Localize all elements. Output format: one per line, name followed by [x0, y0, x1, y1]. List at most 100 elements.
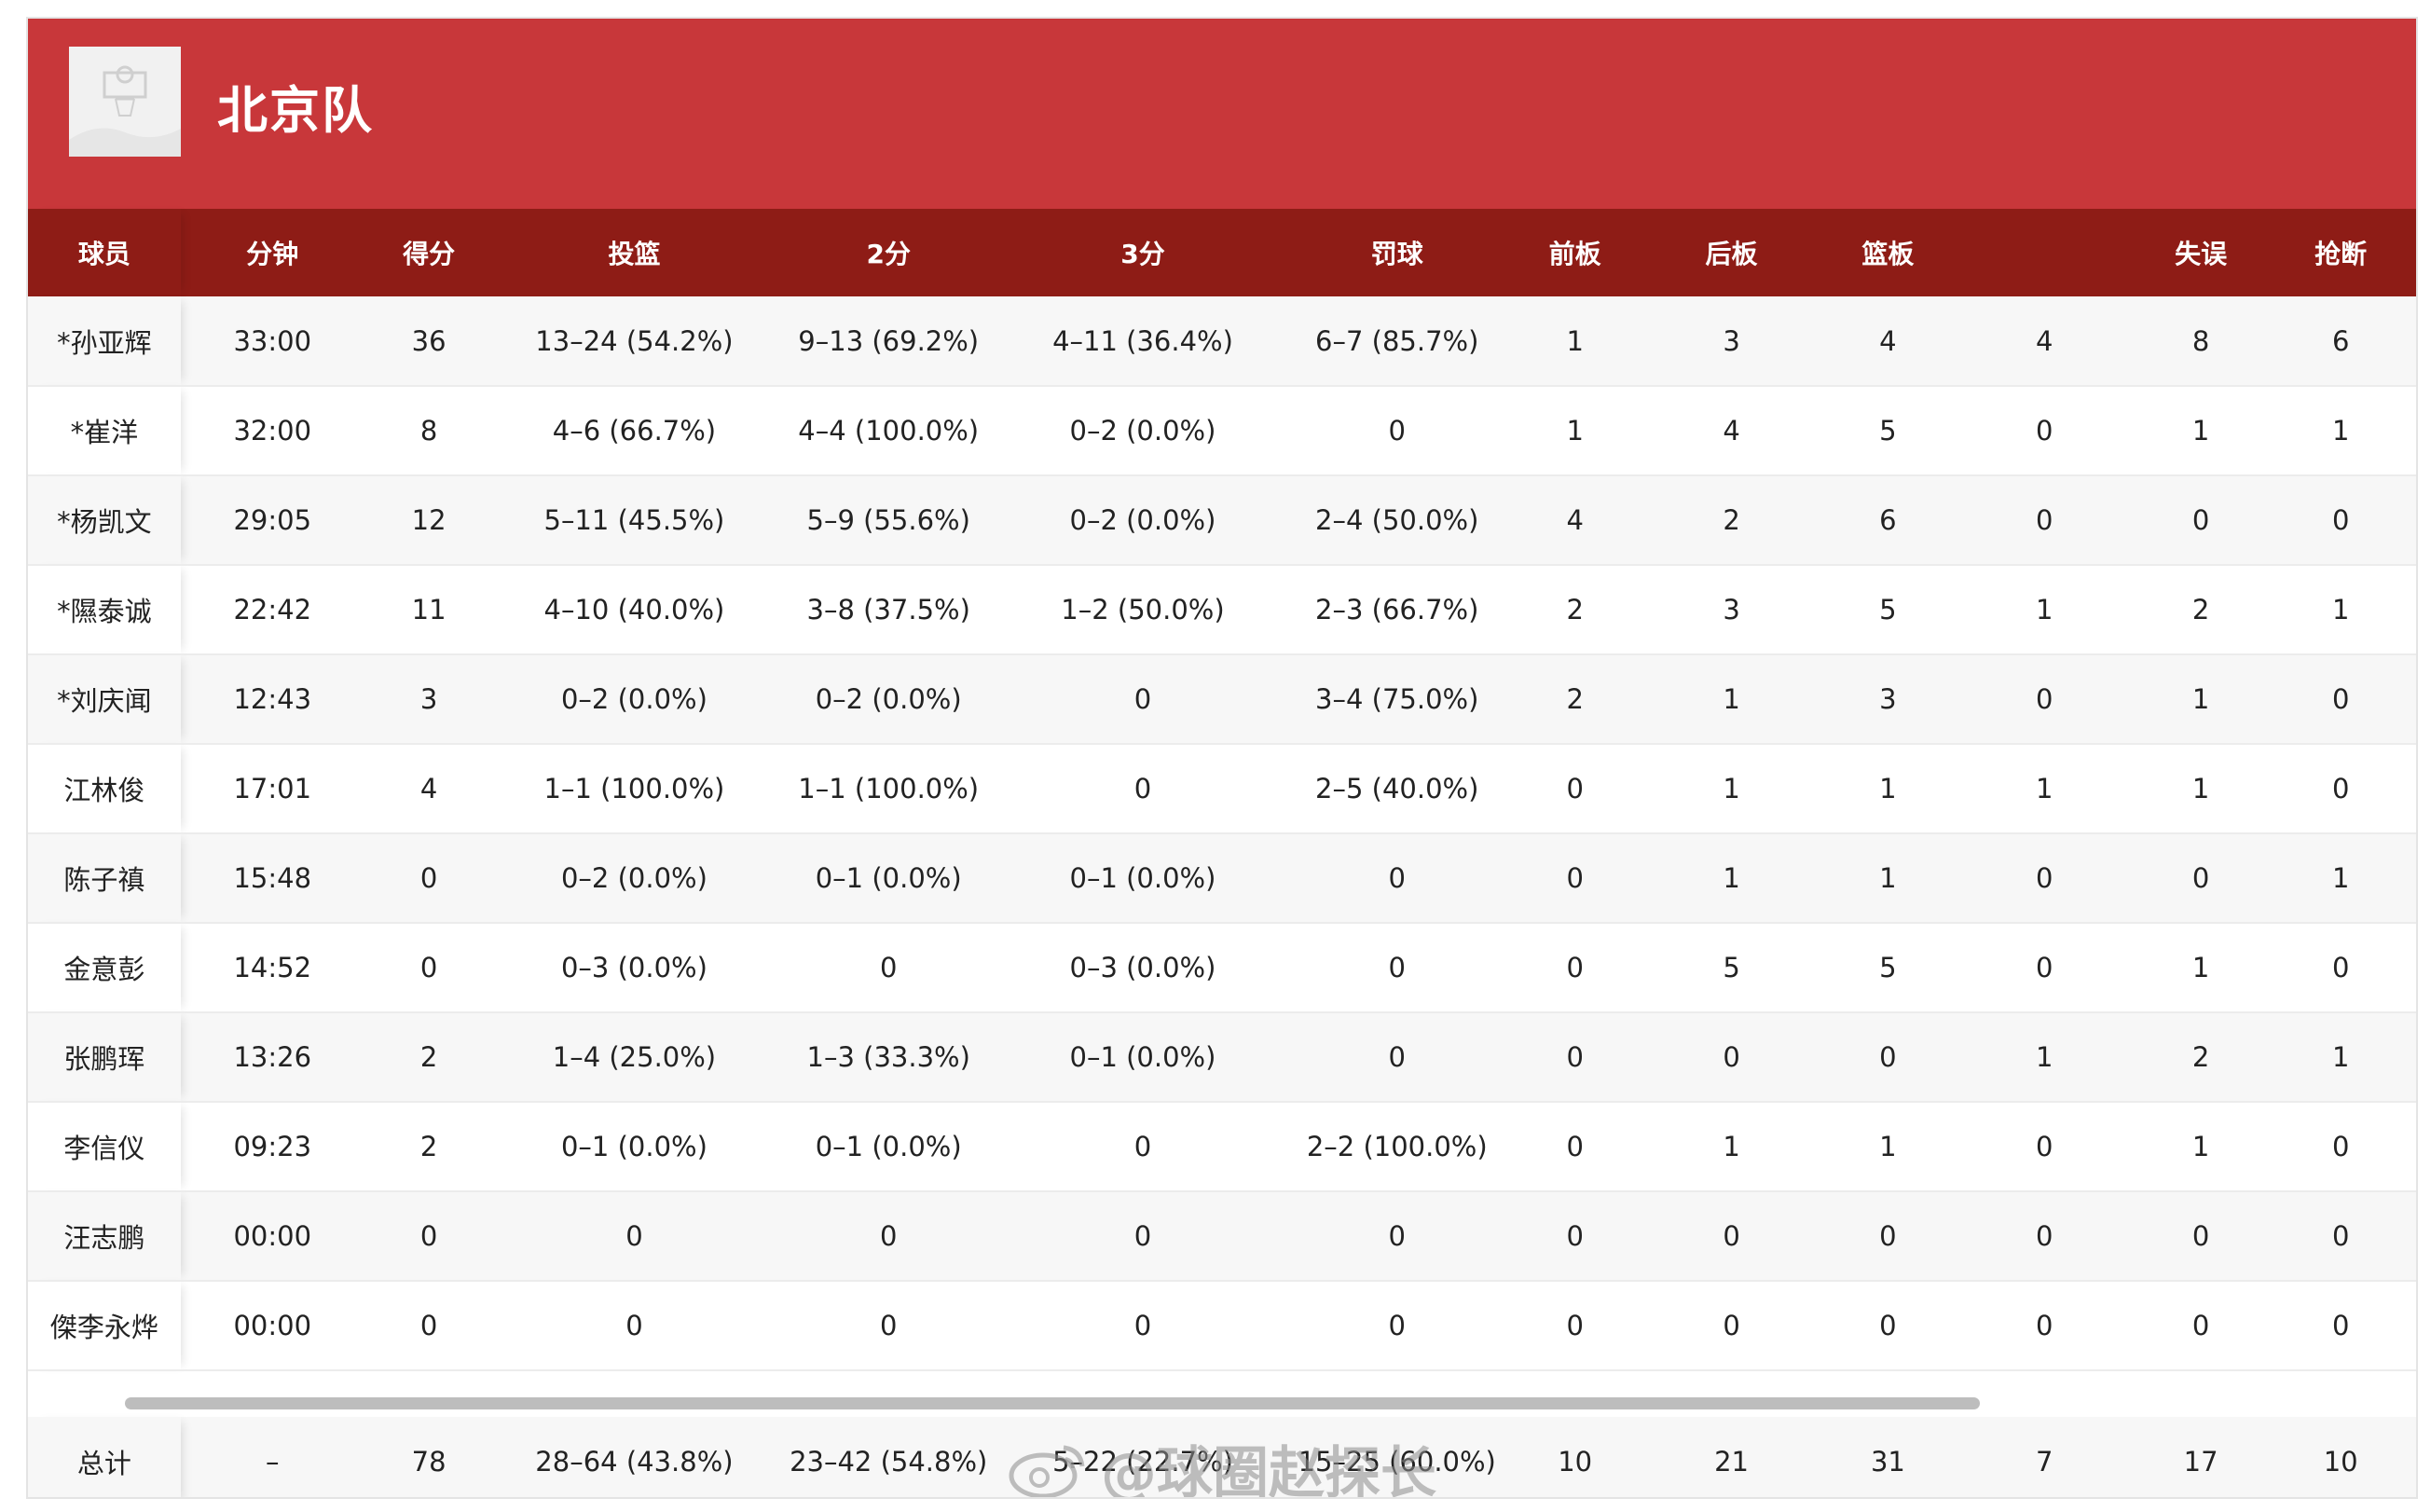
totals-cell: 31: [1870, 1445, 1905, 1478]
stat-cell: 4: [1723, 415, 1740, 447]
stat-cell: 0: [1879, 1310, 1897, 1341]
stat-cell: 1: [1879, 773, 1897, 804]
stat-cell: 0: [1879, 1041, 1897, 1073]
column-header-11: 失误: [2175, 239, 2228, 269]
stat-cell: 0: [2191, 1310, 2210, 1341]
stat-cell: 2: [1566, 594, 1584, 625]
stat-cell: 3: [1723, 594, 1740, 625]
table-row: *隰泰诚 22:42 11 4–10 (40.0%) 3–8 (37.5%) 1–2 (5…: [28, 565, 2416, 654]
stat-cell: 4–11 (36.4%): [1052, 324, 1233, 357]
stat-cell: 1–3 (33.3%): [806, 1041, 970, 1073]
stat-cell: 1: [2191, 1131, 2210, 1162]
stat-cell: 33:00: [233, 324, 312, 357]
stat-cell: 2–3 (66.7%): [1315, 594, 1479, 625]
stat-cell: 2: [1723, 504, 1740, 536]
stat-cell: 0: [1566, 773, 1584, 804]
totals-cell: 7: [2036, 1445, 2053, 1478]
totals-row: 总计 – 78 28–64 (43.8%) 23–42 (54.8%) 5–22 (22.…: [28, 1417, 2416, 1497]
totals-cell: 21: [1714, 1445, 1749, 1478]
horizontal-scrollbar[interactable]: [28, 1389, 2416, 1417]
stat-cell: 0: [419, 952, 438, 983]
stat-cell: 0: [1133, 1220, 1152, 1252]
table-row: 陈子禛 15:48 0 0–2 (0.0%) 0–1 (0.0%) 0–1 (0.0%) 0…: [28, 833, 2416, 923]
stat-cell: 1: [2036, 1041, 2053, 1073]
column-header-5: 3分: [1120, 239, 1165, 269]
stat-cell: 0: [419, 1310, 438, 1341]
stat-cell: 3: [1723, 324, 1740, 357]
column-header-4: 2分: [866, 239, 911, 269]
totals-cell: –: [266, 1445, 280, 1478]
stat-cell: 4–6 (66.7%): [552, 415, 717, 447]
column-header-9: 篮板: [1861, 239, 1915, 269]
stat-cell: 0–2 (0.0%): [560, 862, 707, 894]
table-row: *杨凯文 29:05 12 5–11 (45.5%) 5–9 (55.6%) 0–2 (0…: [28, 475, 2416, 565]
stat-cell: 0–3 (0.0%): [1069, 952, 1216, 983]
stat-cell: 1: [2036, 773, 2053, 804]
stat-cell: 09:23: [233, 1131, 312, 1162]
stat-cell: 0: [1566, 1310, 1584, 1341]
stat-cell: 2: [2191, 594, 2210, 625]
stat-cell: 0: [1723, 1310, 1740, 1341]
stat-cell: 0: [1723, 1041, 1740, 1073]
stat-cell: 3: [419, 683, 438, 715]
stat-cell: 6: [2331, 324, 2350, 357]
stat-cell: 1: [2331, 594, 2350, 625]
stat-cell: 5: [1723, 952, 1740, 983]
player-name-cell: 李信仪: [28, 1102, 181, 1191]
stat-cell: 0–2 (0.0%): [1069, 415, 1216, 447]
stat-cell: 1: [2191, 683, 2210, 715]
stat-cell: 0: [1388, 1310, 1406, 1341]
column-header-2: 得分: [403, 239, 456, 269]
stat-cell: 1: [2191, 415, 2210, 447]
totals-cell: 28–64 (43.8%): [535, 1445, 734, 1478]
stat-cell: 6–7 (85.7%): [1315, 324, 1479, 357]
stat-cell: 0: [625, 1310, 643, 1341]
stat-cell: 4–10 (40.0%): [543, 594, 725, 625]
table-row: 傑李永烨 00:00 0 0 0 0 0 0 0 0 0 0 0: [28, 1281, 2416, 1370]
totals-cell: 5–22 (22.7%): [1052, 1445, 1233, 1478]
column-header-0: 球员: [28, 209, 181, 296]
scrollbar-thumb[interactable]: [125, 1397, 1980, 1409]
stat-cell: 6: [1879, 504, 1897, 536]
stat-cell: 11: [411, 594, 446, 625]
stat-cell: 1: [1723, 773, 1740, 804]
player-name-cell: 傑李永烨: [28, 1281, 181, 1370]
stat-cell: 1: [2331, 1041, 2350, 1073]
column-header-row: 球员 分钟 得分 投篮 2分 3分 罚球 前板 后板 篮板 失误 抢断: [28, 209, 2416, 296]
stat-cell: 1–1 (100.0%): [543, 773, 725, 804]
stat-cell: 0: [879, 1220, 898, 1252]
stat-cell: 2–4 (50.0%): [1315, 504, 1479, 536]
stat-cell: 4: [2036, 324, 2053, 357]
stat-cell: 0: [2331, 1220, 2350, 1252]
player-name-cell: 陈子禛: [28, 833, 181, 923]
stat-cell: 3–4 (75.0%): [1315, 683, 1479, 715]
stat-cell: 0–2 (0.0%): [815, 683, 962, 715]
stat-cell: 0: [2331, 773, 2350, 804]
stat-cell: 12: [411, 504, 446, 536]
stat-cell: 1: [1723, 683, 1740, 715]
stat-cell: 0: [1723, 1220, 1740, 1252]
stat-cell: 0: [2331, 683, 2350, 715]
totals-cell: 10: [2323, 1445, 2358, 1478]
stat-cell: 5: [1879, 594, 1897, 625]
stat-cell: 1: [1566, 415, 1584, 447]
stat-cell: 0: [1388, 1220, 1406, 1252]
table-row: *孙亚辉 33:00 36 13–24 (54.2%) 9–13 (69.2%) 4–11…: [28, 296, 2416, 386]
stat-cell: 0: [1133, 1310, 1152, 1341]
player-name-cell: *崔洋: [28, 386, 181, 475]
stat-cell: 0–1 (0.0%): [560, 1131, 707, 1162]
stat-cell: 0: [2036, 1131, 2053, 1162]
stat-cell: 2–5 (40.0%): [1315, 773, 1479, 804]
stat-cell: 4: [1879, 324, 1897, 357]
stat-cell: 0–2 (0.0%): [560, 683, 707, 715]
stat-cell: 2: [419, 1041, 438, 1073]
stat-cell: 29:05: [233, 504, 312, 536]
stat-cell: 2: [1566, 683, 1584, 715]
stat-cell: 00:00: [233, 1220, 312, 1252]
player-name-cell: *孙亚辉: [28, 296, 181, 386]
column-header-3: 投篮: [608, 239, 661, 269]
stat-cell: 0: [2191, 1220, 2210, 1252]
stat-cell: 0: [1566, 952, 1584, 983]
stat-cell: 0: [2036, 952, 2053, 983]
stat-cell: 0: [419, 1220, 438, 1252]
